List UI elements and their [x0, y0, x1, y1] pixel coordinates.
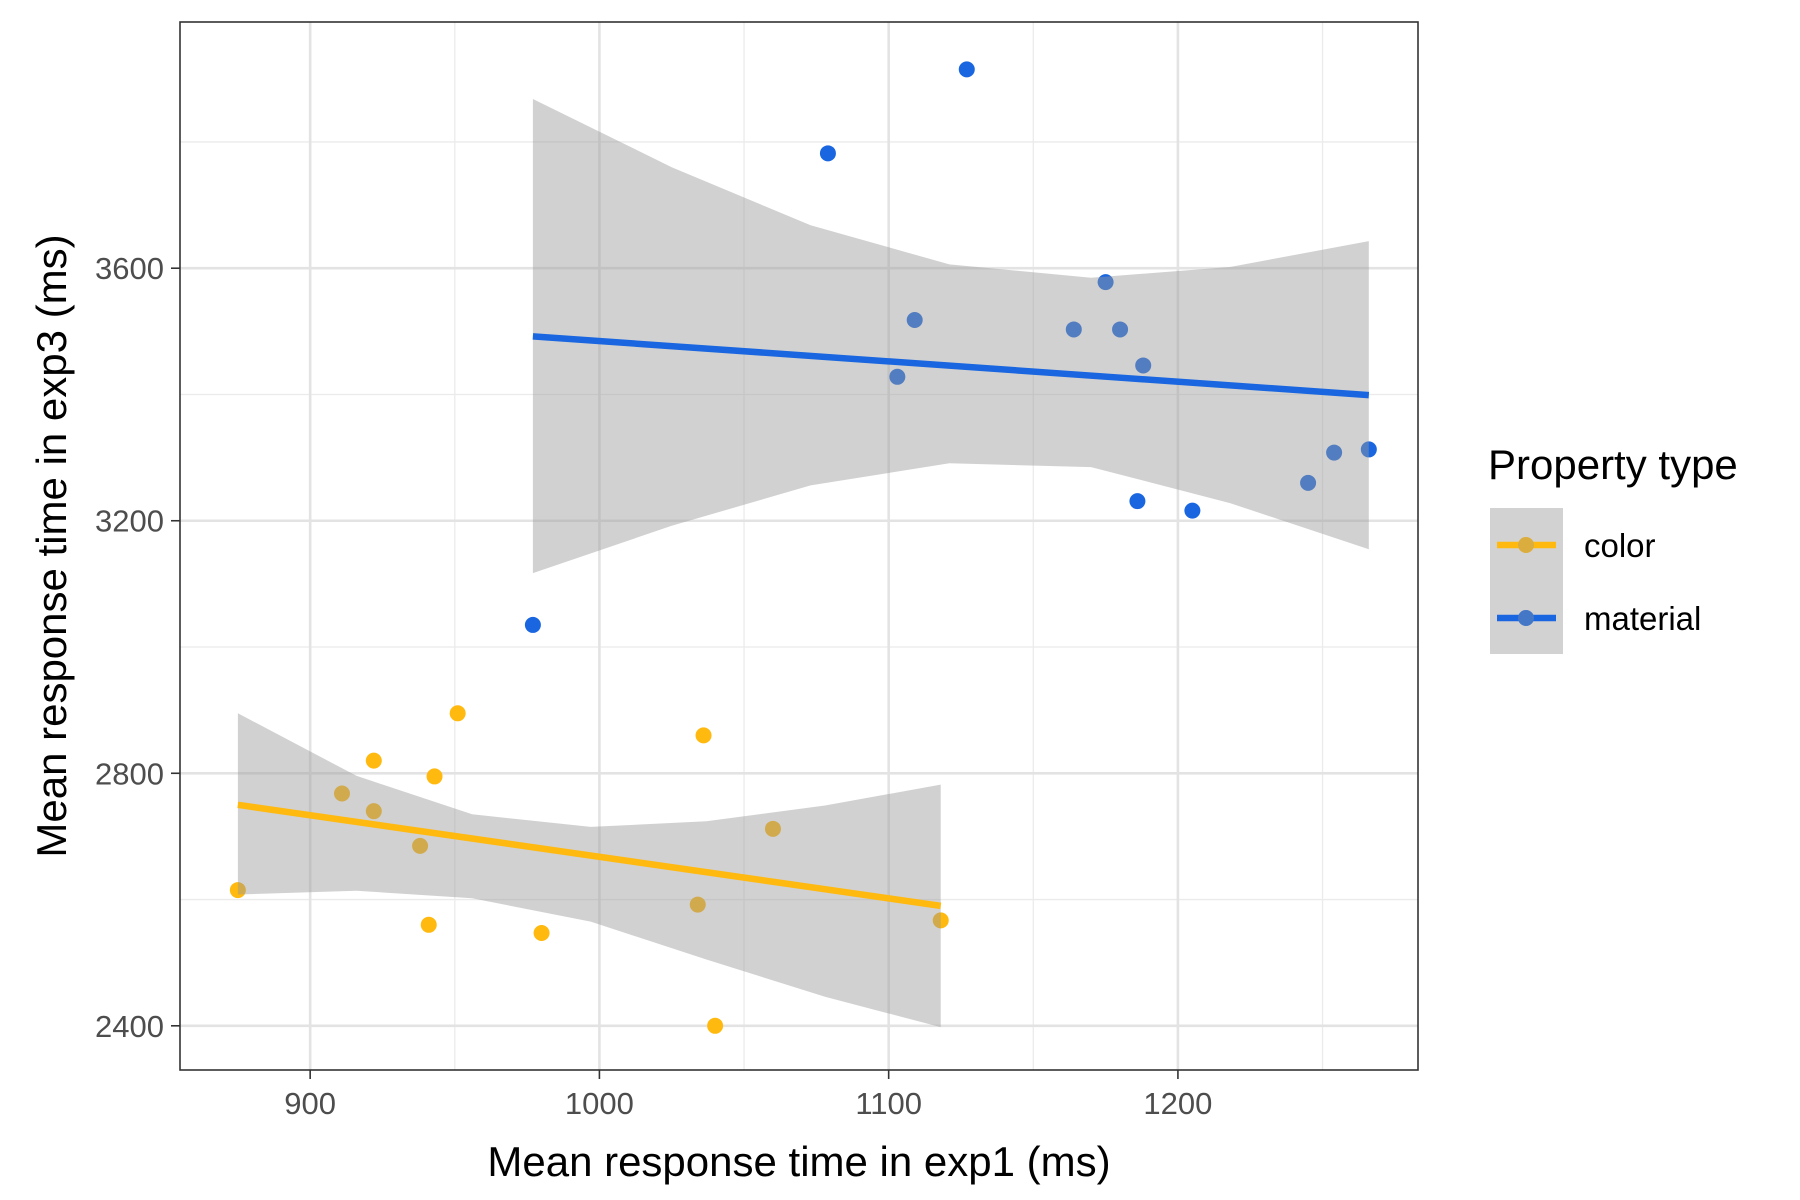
data-point-color: [932, 912, 949, 929]
data-point-material: [1135, 357, 1152, 374]
regression-line-material: [532, 333, 1370, 399]
y-tick-label: 2400: [95, 1009, 164, 1044]
legend-key-shade-color: [1518, 537, 1534, 553]
data-point-color: [533, 925, 550, 942]
data-point-material: [1097, 274, 1114, 291]
regression-line-color: [237, 801, 942, 910]
data-point-material: [1360, 441, 1377, 458]
data-point-material: [524, 616, 541, 633]
data-points: [229, 61, 1377, 1034]
legend-label-color: color: [1584, 527, 1656, 564]
data-point-color: [426, 768, 443, 785]
y-tick-label: 2800: [95, 756, 164, 791]
y-tick-label: 3600: [95, 251, 164, 286]
data-point-material: [1112, 321, 1129, 338]
legend-label-material: material: [1584, 600, 1701, 637]
x-tick-label: 1000: [565, 1086, 634, 1121]
x-tick-label: 1200: [1143, 1086, 1212, 1121]
panel-border: [179, 21, 1419, 1071]
axes: 900 1000 1100 1200 2400 2800 3200 3600: [95, 251, 1212, 1121]
legend-keys: color material: [1490, 508, 1701, 654]
confidence-bands: [237, 99, 1369, 1028]
data-point-material: [1326, 444, 1343, 461]
legend-title: Property type: [1488, 441, 1738, 488]
data-point-color: [764, 820, 781, 837]
legend-key-point-color: [1518, 537, 1534, 553]
data-point-color: [365, 752, 382, 769]
legend-key-shade-material: [1518, 610, 1534, 626]
data-point-material: [1300, 474, 1317, 491]
confidence-band-material: [532, 99, 1369, 574]
data-point-color: [695, 727, 712, 744]
data-point-material: [1065, 321, 1082, 338]
data-point-color: [707, 1017, 724, 1034]
confidence-band-color: [237, 713, 941, 1028]
legend: Property type color material: [1488, 441, 1738, 654]
data-point-material: [819, 145, 836, 162]
data-point-material: [958, 61, 975, 78]
data-point-material: [889, 368, 906, 385]
regression-lines: [237, 333, 1370, 910]
data-point-color: [333, 785, 350, 802]
data-point-color: [365, 803, 382, 820]
data-point-color: [689, 896, 706, 913]
data-point-color: [420, 916, 437, 933]
data-point-material: [906, 311, 923, 328]
data-point-color: [412, 837, 429, 854]
plot-panel: [179, 21, 1419, 1071]
y-tick-label: 3200: [95, 504, 164, 539]
data-point-material: [1184, 502, 1201, 519]
x-tick-label: 1100: [855, 1086, 922, 1121]
legend-key-point-material: [1518, 610, 1534, 626]
x-tick-label: 900: [284, 1086, 336, 1121]
data-point-color: [449, 705, 466, 722]
y-axis-title: Mean response time in exp3 (ms): [28, 234, 75, 857]
legend-key-background: [1490, 508, 1563, 654]
x-axis-title: Mean response time in exp1 (ms): [487, 1138, 1110, 1185]
data-point-material: [1129, 493, 1146, 510]
data-point-color: [229, 882, 246, 899]
